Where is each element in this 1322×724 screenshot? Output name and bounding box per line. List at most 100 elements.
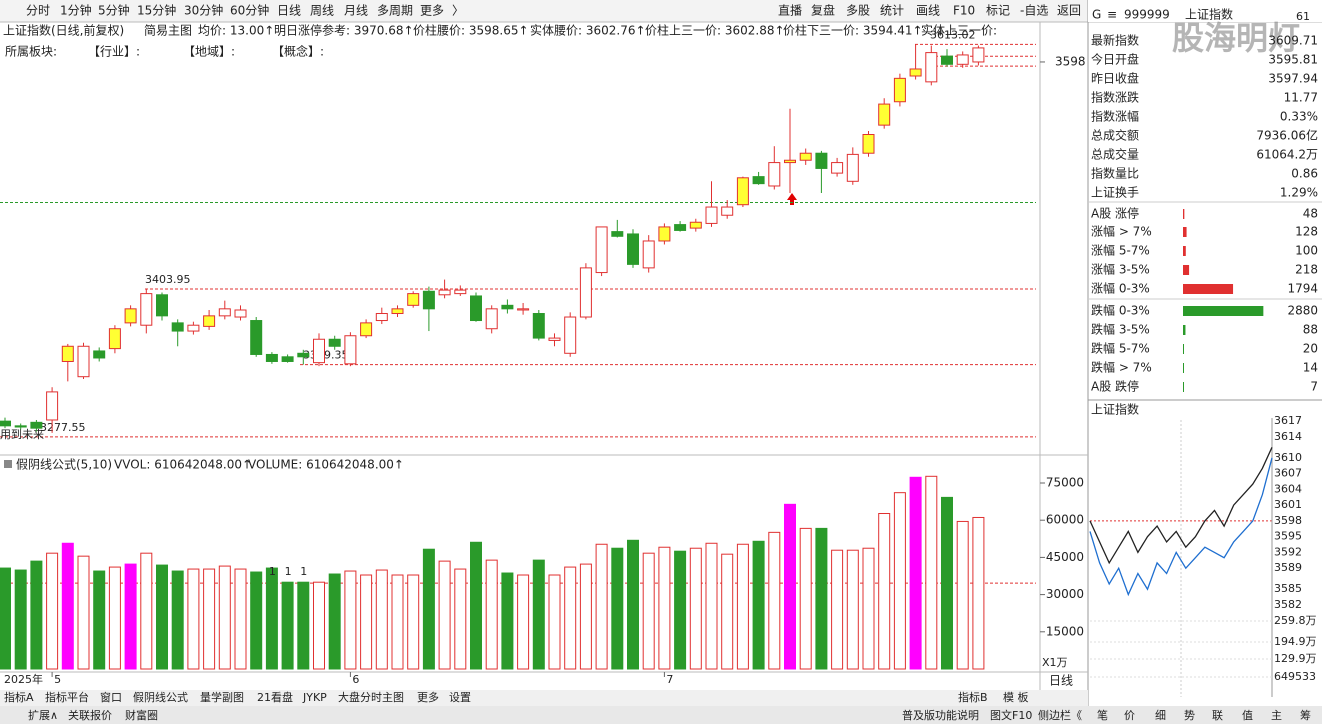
- side-tab[interactable]: 联: [1212, 709, 1223, 722]
- indicator-tab[interactable]: JYKP: [302, 691, 327, 704]
- tool-button[interactable]: 多股: [846, 4, 870, 18]
- candle-body: [218, 308, 231, 317]
- candle-body: [0, 420, 11, 427]
- stat-value: 1.29%: [1280, 186, 1318, 200]
- period-tab[interactable]: 〉: [452, 4, 464, 18]
- tool-button[interactable]: 标记: [986, 4, 1010, 18]
- period-tab[interactable]: 30分钟: [184, 3, 223, 18]
- tool-button[interactable]: 复盘: [811, 3, 835, 18]
- volume-bar: [344, 570, 357, 670]
- volume-bar: [862, 547, 875, 670]
- indicator-tab[interactable]: 指标A: [4, 690, 34, 704]
- volume-bar: [485, 559, 498, 670]
- candle-body: [941, 55, 953, 65]
- indicator-tab[interactable]: 指标B: [958, 690, 988, 704]
- volume-label: VOLUME: 610642048.00↑: [248, 458, 404, 472]
- indicator-tab[interactable]: 更多: [417, 690, 439, 704]
- volume-bar: [501, 572, 514, 670]
- volume-bar: [784, 503, 796, 670]
- mini-tick: 3582: [1274, 598, 1302, 611]
- status-tab[interactable]: 扩展∧: [28, 708, 58, 722]
- sector-label: 【概念】:: [272, 44, 324, 59]
- mini-tick: 3617: [1274, 414, 1302, 427]
- period-tab[interactable]: 60分钟: [230, 3, 269, 18]
- status-tab[interactable]: 关联报价: [68, 708, 112, 722]
- side-tab[interactable]: 值: [1242, 709, 1253, 722]
- volume-bar: [627, 539, 639, 670]
- side-tab[interactable]: 细: [1155, 709, 1166, 722]
- candle-body: [595, 226, 608, 274]
- info-item: 价柱上三一价: 3602.88↑: [645, 23, 785, 38]
- indicator-tab[interactable]: 窗口: [100, 690, 122, 704]
- period-tab[interactable]: 1分钟: [60, 3, 92, 18]
- period-tab[interactable]: 多周期: [377, 4, 413, 18]
- breadth-label: 涨幅 0-3%: [1091, 281, 1150, 296]
- volume-bar: [281, 581, 294, 670]
- breadth-label: 跌幅 5-7%: [1091, 341, 1150, 356]
- mini-tick: 3598: [1274, 514, 1302, 527]
- breadth-label: 涨幅 5-7%: [1091, 243, 1150, 258]
- candle-body: [328, 338, 341, 347]
- indicator-tab[interactable]: 设置: [449, 691, 471, 704]
- side-tab[interactable]: 图文F10: [990, 708, 1032, 722]
- volume-bar: [925, 475, 938, 670]
- side-tab[interactable]: 价: [1124, 709, 1135, 722]
- candle-body: [313, 338, 325, 364]
- side-tab[interactable]: 普及版功能说明: [902, 708, 979, 722]
- volume-bar: [14, 569, 27, 670]
- volume-bar: [187, 568, 200, 670]
- candle-body: [281, 356, 294, 362]
- side-tab[interactable]: 侧边栏《: [1038, 708, 1082, 722]
- candle-body: [689, 221, 702, 229]
- period-tab[interactable]: 5分钟: [98, 3, 130, 18]
- tool-button[interactable]: 统计: [880, 4, 904, 18]
- indicator-tab[interactable]: 指标平台: [45, 690, 89, 704]
- breadth-label: 跌幅 3-5%: [1091, 322, 1150, 337]
- breadth-label: 涨幅 3-5%: [1091, 262, 1150, 277]
- y-tick-label: 75000: [1046, 476, 1084, 490]
- volume-bar: [156, 564, 168, 670]
- tool-button[interactable]: 直播: [778, 4, 802, 18]
- volume-bar: [124, 563, 137, 670]
- side-tab[interactable]: 主: [1271, 709, 1282, 722]
- candle-body: [30, 421, 43, 429]
- candle-body: [250, 320, 263, 355]
- tool-button[interactable]: 返回: [1057, 4, 1081, 18]
- indicator-tab[interactable]: 假阴线公式: [133, 690, 188, 704]
- period-tab[interactable]: 周线: [310, 4, 334, 18]
- period-tab[interactable]: 15分钟: [137, 3, 176, 18]
- period-tab[interactable]: 日线: [277, 4, 301, 18]
- status-tab[interactable]: 财富圈: [125, 708, 158, 722]
- period-tab[interactable]: 月线: [344, 4, 368, 18]
- indicator-tab[interactable]: 大盘分时主图: [338, 690, 404, 704]
- volume-bar: [407, 574, 420, 670]
- tool-button[interactable]: F10: [953, 4, 975, 18]
- breadth-value: 100: [1295, 244, 1318, 258]
- sector-label: 【行业】:: [88, 45, 140, 59]
- mini-vol-tick: 649533: [1274, 670, 1316, 683]
- indicator-tab[interactable]: 量学副图: [200, 690, 244, 704]
- mini-tick: 3604: [1274, 482, 1302, 495]
- period-label[interactable]: 日线: [1049, 674, 1073, 688]
- candle-body: [799, 152, 812, 161]
- candle-body: [972, 47, 985, 63]
- tool-button[interactable]: -自选: [1020, 4, 1048, 18]
- volume-bar: [941, 496, 953, 670]
- tool-button[interactable]: 画线: [916, 4, 940, 18]
- volume-bar: [799, 527, 812, 670]
- date-label: 5: [54, 673, 61, 686]
- side-tab[interactable]: 筹: [1300, 708, 1311, 722]
- candle-body: [375, 313, 388, 322]
- candle-body: [407, 293, 420, 306]
- stock-code: 999999: [1124, 8, 1170, 22]
- stat-value: 3595.81: [1268, 53, 1318, 67]
- period-tab[interactable]: 分时: [26, 4, 50, 18]
- side-tab[interactable]: 笔: [1097, 708, 1108, 722]
- period-tab[interactable]: 更多: [420, 4, 444, 18]
- volume-bar: [595, 543, 608, 670]
- indicator-tab[interactable]: 模 板: [1003, 690, 1029, 704]
- side-tab[interactable]: 势: [1184, 709, 1195, 722]
- indicator-tab[interactable]: 21看盘: [257, 690, 293, 704]
- mini-tick: 3614: [1274, 430, 1302, 443]
- mini-tick: 3589: [1274, 561, 1302, 574]
